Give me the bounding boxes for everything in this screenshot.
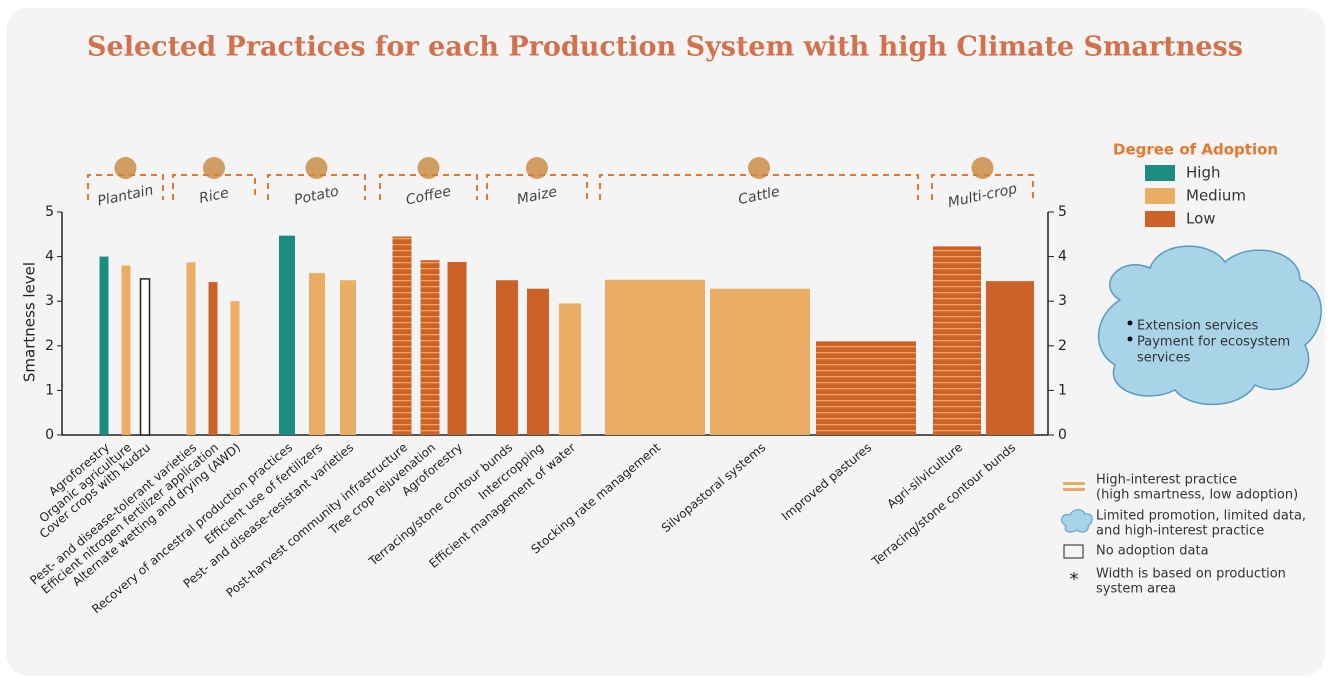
y2-tick-label: 5: [1058, 204, 1067, 220]
chart-title: Selected Practices for each Production S…: [87, 32, 1243, 63]
y-tick-label: 3: [45, 293, 54, 309]
legend-swatch: [1145, 188, 1175, 204]
group-bracket: [486, 174, 588, 200]
group-icon: [305, 157, 328, 179]
stripe-icon: [1063, 482, 1085, 485]
note-text: No adoption data: [1096, 544, 1209, 559]
note-text: (high smartness, low adoption): [1096, 488, 1298, 503]
y2-tick-label: 1: [1058, 382, 1067, 398]
group-bracket: [87, 174, 164, 200]
bar: [710, 288, 810, 435]
bar: [208, 282, 218, 435]
cloud-icon: [1061, 509, 1093, 533]
legend-title: Degree of Adoption: [1113, 141, 1278, 159]
group-icon: [417, 157, 440, 179]
cloud: [1098, 245, 1322, 406]
bar: [230, 301, 240, 435]
bar: [309, 273, 325, 435]
note-text: High-interest practice: [1096, 473, 1237, 488]
group-bracket: [599, 174, 919, 200]
bar: [447, 261, 467, 435]
bar: [121, 265, 131, 435]
bar: [186, 262, 196, 435]
y-tick-label: 2: [45, 338, 54, 354]
stripe-icon: [1063, 488, 1085, 491]
legend-label: Medium: [1186, 187, 1246, 205]
y-tick-label: 4: [45, 249, 54, 265]
legend-swatch: [1145, 211, 1175, 227]
bar: [420, 260, 440, 435]
y-axis-label: Smartness level: [21, 262, 39, 382]
bar: [816, 341, 916, 435]
bar: [496, 280, 518, 435]
asterisk-icon: *: [1070, 569, 1079, 590]
note-text: Limited promotion, limited data,: [1096, 509, 1306, 524]
y2-tick-label: 0: [1058, 427, 1067, 443]
group-icon: [203, 157, 225, 179]
legend-swatch: [1145, 165, 1175, 181]
legend-label: Low: [1186, 210, 1216, 228]
bar: [986, 281, 1034, 435]
bar: [99, 256, 109, 435]
group-label: Rice: [198, 185, 231, 207]
bullet: [1127, 336, 1133, 342]
group-icon: [971, 157, 994, 179]
group-icon: [114, 157, 137, 179]
bar: [527, 288, 549, 435]
y-tick-label: 0: [45, 427, 54, 443]
bar: [392, 236, 412, 435]
bullet: [1127, 320, 1133, 326]
y-tick-label: 5: [45, 204, 54, 220]
note-text: and high-interest practice: [1096, 524, 1264, 539]
note-text: Width is based on production: [1096, 567, 1286, 582]
cloud-item: Extension services: [1137, 319, 1259, 334]
legend-label: High: [1186, 164, 1220, 182]
bar: [933, 246, 981, 435]
y-tick-label: 1: [45, 382, 54, 398]
group-bracket: [267, 174, 366, 200]
group-icon: [748, 157, 770, 179]
y2-tick-label: 3: [1058, 293, 1067, 309]
cloud-item: services: [1137, 351, 1191, 366]
note-text: system area: [1096, 582, 1176, 597]
y2-tick-label: 4: [1058, 249, 1067, 265]
y2-tick-label: 2: [1058, 338, 1067, 354]
bar: [605, 279, 705, 435]
bar: [279, 235, 295, 435]
bar: [559, 303, 581, 435]
outline-icon: [1063, 544, 1084, 559]
bar: [139, 278, 151, 436]
bar: [340, 280, 356, 435]
cloud-item: Payment for ecosystem: [1137, 335, 1290, 350]
group-icon: [526, 157, 548, 179]
group-bracket: [379, 174, 478, 200]
group-bracket: [931, 174, 1034, 200]
